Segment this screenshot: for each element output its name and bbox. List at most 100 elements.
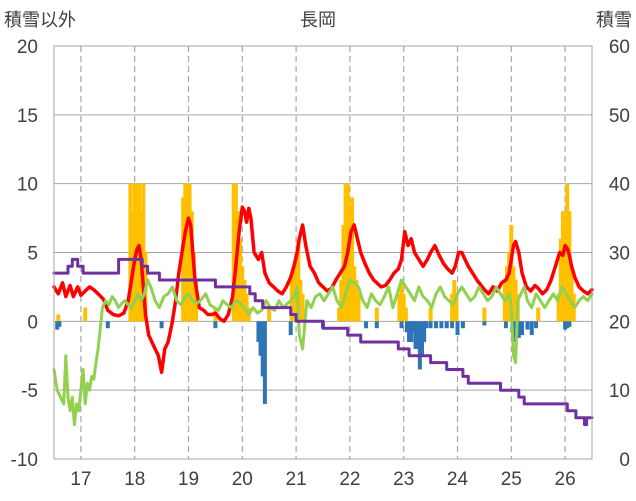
bar — [558, 238, 563, 322]
bar — [238, 238, 243, 322]
bar — [181, 197, 186, 322]
plot-area-border — [53, 45, 593, 460]
bar — [444, 321, 449, 329]
bar — [507, 252, 512, 322]
x-tick-label: 18 — [124, 469, 145, 490]
bar — [354, 280, 359, 322]
bar — [424, 321, 429, 329]
bar — [503, 321, 508, 329]
bar — [262, 321, 267, 404]
bar — [364, 321, 369, 329]
bar — [428, 307, 433, 322]
x-tick-label: 23 — [393, 469, 414, 490]
bar — [417, 321, 422, 370]
y-left-tick-label: 20 — [17, 37, 38, 58]
bar — [298, 280, 303, 322]
bar — [415, 321, 420, 349]
bar — [511, 266, 516, 322]
bar — [105, 321, 110, 329]
y-left-tick-label: 15 — [17, 106, 38, 127]
left-axis-title: 積雪以外 — [4, 10, 76, 31]
y-left-tick-label: 5 — [27, 244, 38, 265]
bar — [450, 293, 455, 322]
bar — [347, 211, 352, 322]
y-left-tick-label: 10 — [17, 175, 38, 196]
bar — [300, 293, 305, 322]
bar — [235, 211, 240, 322]
y-right-tick-label: 60 — [609, 37, 630, 58]
bar — [556, 293, 561, 322]
bar — [560, 211, 565, 322]
x-tick-label: 26 — [555, 469, 576, 490]
bar — [411, 321, 416, 333]
bar — [407, 321, 412, 342]
bar — [455, 321, 460, 336]
bar — [569, 266, 574, 322]
bar — [352, 266, 357, 322]
y-right-tick-label: 50 — [609, 106, 630, 127]
bar — [343, 183, 348, 322]
bar — [512, 321, 517, 342]
bar — [185, 183, 190, 322]
bar — [439, 321, 444, 329]
bar — [256, 321, 261, 342]
bar — [529, 321, 534, 336]
series-line — [52, 278, 594, 427]
y-right-tick-label: 10 — [609, 381, 630, 402]
x-tick-label: 21 — [286, 469, 307, 490]
bar — [288, 321, 293, 336]
bar — [267, 307, 272, 322]
bar — [482, 307, 487, 322]
bar — [187, 183, 192, 322]
bar — [563, 224, 568, 322]
bar — [513, 280, 518, 322]
bar — [83, 307, 88, 322]
bar — [339, 280, 344, 322]
bar — [563, 321, 568, 330]
x-tick-label: 19 — [178, 469, 199, 490]
bar — [516, 321, 521, 338]
bar — [231, 183, 236, 322]
bar — [525, 321, 530, 330]
bar — [460, 321, 465, 329]
bar — [337, 307, 342, 322]
bar — [428, 321, 433, 329]
bar — [419, 321, 424, 356]
bars — [55, 183, 576, 404]
y-right-tick-label: 20 — [609, 312, 630, 333]
bar — [482, 321, 487, 326]
bar — [374, 321, 379, 329]
bar — [356, 293, 361, 322]
y-left-tick-label: -10 — [11, 450, 38, 471]
bar — [240, 266, 245, 322]
tick-labels: -10 -5 0 5 10 15 20 0 10 20 30 40 50 60 17 18 19 20 21 22 23… — [11, 37, 630, 490]
right-axis-title: 積雪 — [596, 10, 632, 31]
bar — [401, 293, 406, 322]
bar — [128, 183, 133, 322]
bar — [374, 307, 379, 322]
bar — [399, 280, 404, 322]
bar — [409, 321, 414, 342]
bar — [404, 321, 409, 333]
x-tick-label: 24 — [447, 469, 469, 490]
y-right-tick-label: 0 — [619, 450, 630, 471]
bar — [258, 321, 263, 356]
series-line — [52, 257, 594, 427]
bar — [397, 293, 402, 322]
y-right-tick-label: 40 — [609, 175, 630, 196]
x-tick-label: 20 — [232, 469, 253, 490]
x-tick-label: 17 — [70, 469, 91, 490]
bar — [450, 321, 455, 329]
bar — [244, 293, 249, 322]
bar — [565, 321, 570, 329]
bar — [189, 211, 194, 322]
y-right-tick-label: 30 — [609, 244, 630, 265]
bar — [422, 321, 427, 342]
bar — [260, 321, 265, 377]
bar — [191, 252, 196, 322]
bar — [504, 266, 509, 322]
bar — [403, 307, 408, 322]
y-left-tick-label: 0 — [27, 312, 38, 333]
chart-title: 長岡 — [300, 10, 336, 31]
